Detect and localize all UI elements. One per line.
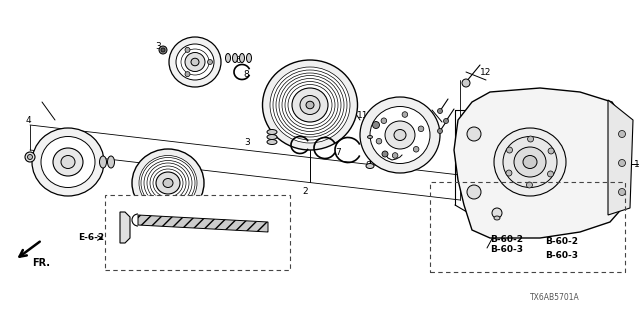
Circle shape <box>548 148 554 154</box>
Circle shape <box>527 182 532 188</box>
Ellipse shape <box>300 95 320 115</box>
Circle shape <box>467 127 481 141</box>
Text: FR.: FR. <box>32 258 50 268</box>
Circle shape <box>618 131 625 138</box>
Circle shape <box>527 136 534 142</box>
Circle shape <box>25 152 35 162</box>
Bar <box>430 182 625 272</box>
Text: 3: 3 <box>244 138 250 147</box>
Text: 12: 12 <box>480 68 492 76</box>
Text: 6: 6 <box>281 125 287 134</box>
Bar <box>105 195 290 270</box>
Ellipse shape <box>191 58 199 66</box>
Circle shape <box>547 171 554 177</box>
Ellipse shape <box>267 134 277 140</box>
Ellipse shape <box>156 172 180 194</box>
Ellipse shape <box>270 67 350 143</box>
Ellipse shape <box>225 53 230 62</box>
Circle shape <box>376 139 382 144</box>
Circle shape <box>506 170 512 176</box>
Ellipse shape <box>163 179 173 188</box>
Text: 8: 8 <box>243 69 249 78</box>
Ellipse shape <box>267 140 277 145</box>
Polygon shape <box>138 215 268 232</box>
Circle shape <box>438 108 442 114</box>
Ellipse shape <box>139 156 197 211</box>
Ellipse shape <box>32 128 104 196</box>
Ellipse shape <box>367 135 372 139</box>
Polygon shape <box>454 88 630 238</box>
Text: B-60-3: B-60-3 <box>490 245 523 254</box>
Text: B-60-2: B-60-2 <box>490 236 523 244</box>
Circle shape <box>413 147 419 152</box>
Text: 5: 5 <box>419 108 425 117</box>
Circle shape <box>161 48 165 52</box>
Circle shape <box>392 153 398 158</box>
Circle shape <box>185 47 190 52</box>
Ellipse shape <box>394 130 406 140</box>
Ellipse shape <box>503 137 557 188</box>
Circle shape <box>372 122 380 129</box>
Circle shape <box>506 147 513 153</box>
Ellipse shape <box>108 156 115 168</box>
Ellipse shape <box>262 60 358 150</box>
Ellipse shape <box>53 148 83 176</box>
Ellipse shape <box>523 156 537 169</box>
Text: 3: 3 <box>155 42 161 51</box>
Circle shape <box>28 155 33 159</box>
Ellipse shape <box>494 216 500 220</box>
Circle shape <box>444 118 449 124</box>
Ellipse shape <box>169 37 221 87</box>
Text: TX6AB5701A: TX6AB5701A <box>530 293 580 302</box>
Ellipse shape <box>366 164 374 169</box>
Circle shape <box>159 46 167 54</box>
Text: E-6-2: E-6-2 <box>78 234 104 243</box>
Text: 4: 4 <box>26 116 31 124</box>
Polygon shape <box>120 212 130 243</box>
Ellipse shape <box>132 149 204 217</box>
Ellipse shape <box>370 107 430 164</box>
Text: 1: 1 <box>634 159 640 169</box>
Circle shape <box>418 126 424 132</box>
Circle shape <box>438 129 442 133</box>
Ellipse shape <box>246 53 252 62</box>
Text: 6: 6 <box>235 55 241 65</box>
Ellipse shape <box>239 53 244 62</box>
Ellipse shape <box>514 147 546 177</box>
Circle shape <box>492 208 502 218</box>
Ellipse shape <box>292 88 328 122</box>
Polygon shape <box>608 100 633 215</box>
Text: 11: 11 <box>357 110 369 119</box>
Ellipse shape <box>232 53 237 62</box>
Ellipse shape <box>306 101 314 109</box>
Text: B-60-3: B-60-3 <box>545 251 578 260</box>
Ellipse shape <box>185 52 205 71</box>
Circle shape <box>462 79 470 87</box>
Circle shape <box>185 72 190 76</box>
Text: 8: 8 <box>306 131 312 140</box>
Circle shape <box>402 112 408 117</box>
Circle shape <box>467 185 481 199</box>
Circle shape <box>618 188 625 196</box>
Ellipse shape <box>267 130 277 134</box>
Circle shape <box>381 118 387 124</box>
Ellipse shape <box>385 121 415 149</box>
Ellipse shape <box>41 137 95 188</box>
Ellipse shape <box>176 44 214 80</box>
Ellipse shape <box>360 97 440 173</box>
Circle shape <box>382 151 388 157</box>
Circle shape <box>618 159 625 166</box>
Text: 2: 2 <box>302 188 308 196</box>
Text: 9: 9 <box>365 161 371 170</box>
Ellipse shape <box>99 156 106 168</box>
Ellipse shape <box>61 156 75 169</box>
Circle shape <box>207 60 212 65</box>
Ellipse shape <box>494 128 566 196</box>
Text: B-60-2: B-60-2 <box>545 237 578 246</box>
Text: 7: 7 <box>335 148 340 156</box>
